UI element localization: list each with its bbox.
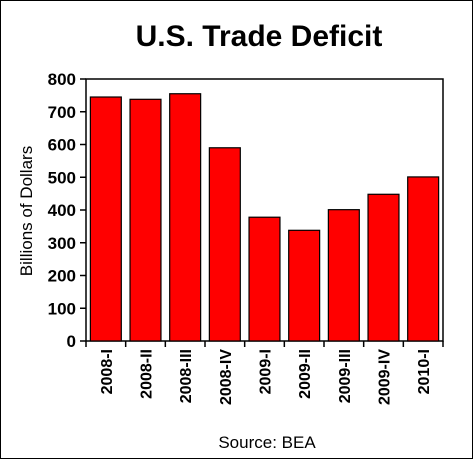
y-tick-label: 400 [48, 201, 76, 220]
bar-2009-II [288, 229, 321, 342]
category-label: 2010-I [416, 349, 433, 394]
category-label: 2009-IV [377, 349, 394, 405]
bar-2009-IV [367, 193, 400, 342]
y-tick-label: 500 [48, 168, 76, 187]
category-label: 2008-I [99, 349, 116, 394]
y-tick-label: 0 [67, 332, 76, 351]
category-label: 2009-I [258, 349, 275, 394]
y-tick-label: 200 [48, 267, 76, 286]
chart-title: U.S. Trade Deficit [136, 20, 383, 53]
category-label: 2008-III [178, 349, 195, 403]
y-tick-label: 100 [48, 299, 76, 318]
bar-2008-I [89, 96, 122, 342]
bar-2009-I [248, 216, 281, 342]
source-note: Source: BEA [218, 433, 316, 452]
y-tick-label: 600 [48, 136, 76, 155]
y-axis-label: Billions of Dollars [17, 146, 36, 276]
bar-2008-II [129, 98, 162, 342]
bar-2008-IV [208, 147, 241, 342]
y-tick-label: 300 [48, 234, 76, 253]
y-tick-label: 700 [48, 103, 76, 122]
y-tick-label: 800 [48, 70, 76, 89]
category-label: 2009-III [337, 349, 354, 403]
category-label: 2008-IV [218, 349, 235, 405]
bar-2009-III [327, 209, 360, 342]
category-label: 2009-II [297, 349, 314, 399]
category-label: 2008-II [139, 349, 156, 399]
bar-2008-III [169, 93, 202, 342]
bar-2010-I [407, 176, 440, 342]
